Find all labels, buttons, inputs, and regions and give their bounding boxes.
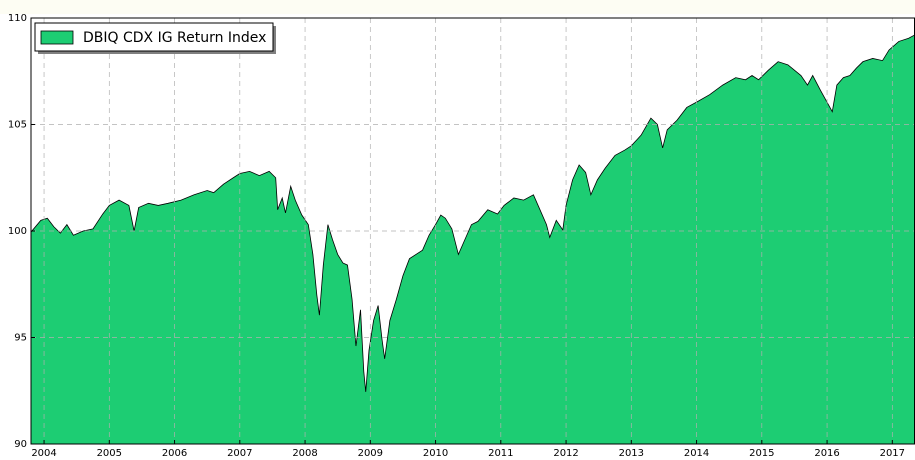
x-tick-label: 2006 [162,448,187,459]
x-tick-label: 2008 [292,448,317,459]
y-tick-label: 90 [14,439,27,450]
x-tick-label: 2016 [814,448,839,459]
x-tick-label: 2009 [358,448,383,459]
x-tick-label: 2017 [880,448,905,459]
area [31,35,915,444]
x-tick-label: 2014 [684,448,709,459]
legend-box [34,22,274,52]
x-tick-label: 2005 [97,448,122,459]
y-tick-label: 95 [14,333,27,344]
top-strip [0,0,915,14]
x-tick-label: 2007 [227,448,252,459]
y-tick-label: 105 [8,120,27,131]
area-line [30,34,915,392]
y-tick-label: 110 [8,13,27,24]
x-tick-label: 2012 [553,448,578,459]
x-tick-label: 2011 [488,448,513,459]
legend-swatch [40,30,74,45]
x-tick-label: 2004 [31,448,56,459]
x-tick-label: 2013 [619,448,644,459]
x-tick-label: 2015 [749,448,774,459]
y-tick-label: 100 [8,226,27,237]
legend-label: DBIQ CDX IG Return Index [83,30,266,46]
x-tick-label: 2010 [423,448,448,459]
